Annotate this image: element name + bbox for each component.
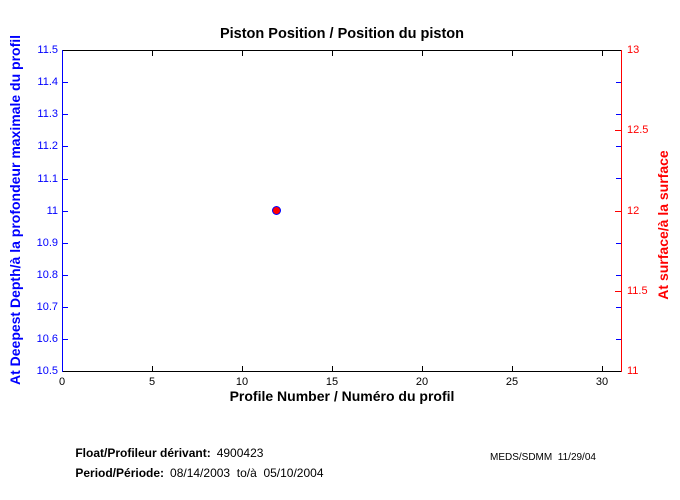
chart-title: Piston Position / Position du piston <box>219 26 465 42</box>
period-value: 08/14/2003 to/à 05/10/2004 <box>170 466 324 480</box>
right-blue-tick-8 <box>616 339 621 340</box>
float-id-value: 4900423 <box>216 446 264 460</box>
top-tick-30 <box>602 51 603 56</box>
y-right-label-12: 12 <box>627 205 640 217</box>
right-blue-tick-6 <box>616 275 621 276</box>
x-tick-label-15: 15 <box>325 376 339 388</box>
right-blue-tick-3 <box>616 146 621 147</box>
right-blue-tick-1 <box>616 82 621 83</box>
y-right-label-11: 11 <box>627 365 639 377</box>
y-axis-label-right: At surface/à la surface <box>655 150 671 300</box>
top-tick-10 <box>242 51 243 56</box>
bottom-tick-25 <box>512 366 513 371</box>
x-tick-label-0: 0 <box>58 376 66 388</box>
left-tick-11.3 <box>63 114 68 115</box>
y-left-label-10.6: 10.6 <box>36 333 58 345</box>
y-left-label-10.7: 10.7 <box>36 301 58 313</box>
left-tick-10.7 <box>63 307 68 308</box>
x-tick-label-30: 30 <box>595 376 609 388</box>
y-axis-label-left: At Deepest Depth/à la profondeur maximal… <box>7 34 23 386</box>
bottom-spine-x-axis <box>62 371 622 372</box>
credit-stamp: MEDS/SDMM 11/29/04 <box>490 452 596 463</box>
x-axis-label: Profile Number / Numéro du profil <box>229 388 455 404</box>
bottom-tick-30 <box>602 366 603 371</box>
x-tick-label-20: 20 <box>415 376 429 388</box>
right-blue-tick-2 <box>616 114 621 115</box>
y-left-label-11.1: 11.1 <box>37 173 58 185</box>
left-tick-11.2 <box>63 146 68 147</box>
y-left-label-10.9: 10.9 <box>36 237 58 249</box>
x-tick-label-25: 25 <box>505 376 519 388</box>
top-tick-5 <box>152 51 153 56</box>
x-tick-label-5: 5 <box>148 376 156 388</box>
right-blue-tick-7 <box>616 307 621 308</box>
right-red-tick-12 <box>615 211 621 212</box>
period-label: Period/Période: <box>75 466 165 480</box>
period-line: Period/Période: 08/14/2003 to/à 05/10/200… <box>62 452 324 494</box>
top-tick-20 <box>422 51 423 56</box>
float-id-line: Float/Profileur dérivant: 4900423 <box>62 432 263 474</box>
y-left-label-11.4: 11.4 <box>37 76 58 88</box>
left-spine-y-axis-left <box>62 50 63 372</box>
left-tick-10.6 <box>63 339 68 340</box>
y-right-label-13: 13 <box>627 44 640 56</box>
top-tick-25 <box>512 51 513 56</box>
top-tick-15 <box>332 51 333 56</box>
left-tick-11.4 <box>63 82 68 83</box>
bottom-tick-20 <box>422 366 423 371</box>
y-left-label-11.3: 11.3 <box>37 108 58 120</box>
right-spine-y-axis-right <box>621 50 622 372</box>
y-left-label-10.8: 10.8 <box>36 269 58 281</box>
y-left-label-10.5: 10.5 <box>36 365 58 377</box>
y-right-label-12.5: 12.5 <box>627 124 649 136</box>
y-left-label-11.2: 11.2 <box>37 140 58 152</box>
right-red-tick-12.5 <box>615 130 621 131</box>
top-spine <box>62 50 622 51</box>
bottom-tick-10 <box>242 366 243 371</box>
y-left-label-11.5: 11.5 <box>37 44 58 56</box>
data-point-surface-marker <box>273 207 280 214</box>
right-blue-tick-5 <box>616 243 621 244</box>
bottom-tick-5 <box>152 366 153 371</box>
right-red-tick-11.5 <box>615 291 621 292</box>
bottom-tick-15 <box>332 366 333 371</box>
y-left-label-11: 11 <box>46 205 58 217</box>
x-tick-label-10: 10 <box>235 376 249 388</box>
left-tick-11 <box>63 211 68 212</box>
left-tick-10.9 <box>63 243 68 244</box>
float-id-label: Float/Profileur dérivant: <box>75 446 211 460</box>
left-tick-10.8 <box>63 275 68 276</box>
right-blue-tick-4 <box>616 178 621 179</box>
left-tick-11.1 <box>63 179 68 180</box>
y-right-label-11.5: 11.5 <box>627 285 648 297</box>
